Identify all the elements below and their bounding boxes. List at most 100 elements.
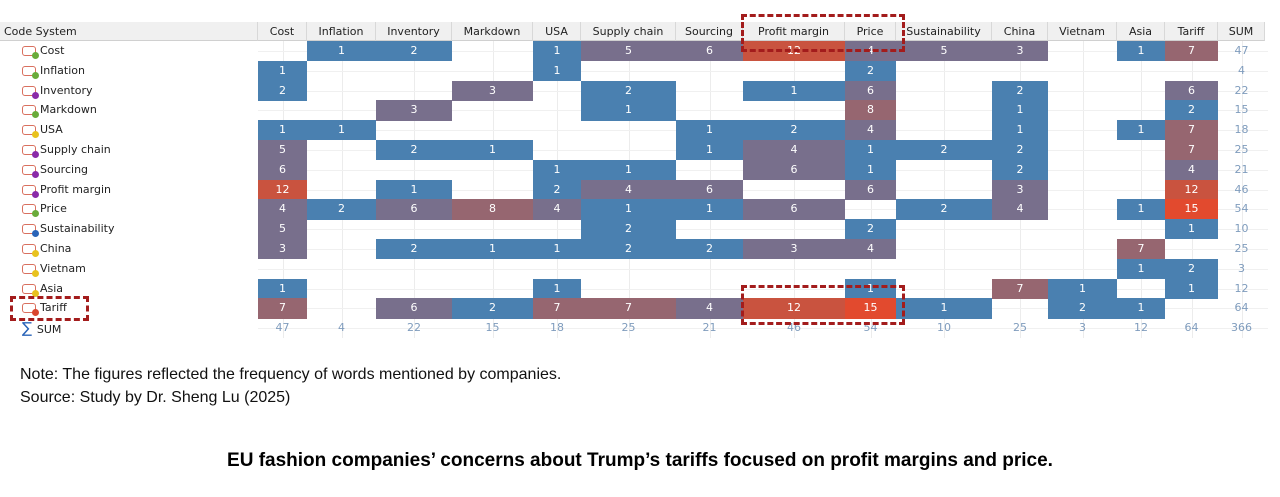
- row-label[interactable]: Price: [22, 199, 67, 219]
- heatmap-cell[interactable]: 6: [845, 179, 896, 200]
- heatmap-cell[interactable]: 1: [452, 239, 533, 260]
- heatmap-cell[interactable]: 1: [676, 140, 743, 161]
- heatmap-cell[interactable]: 7: [1165, 120, 1218, 141]
- row-label[interactable]: Markdown: [22, 100, 97, 120]
- row-label[interactable]: Sourcing: [22, 160, 88, 180]
- heatmap-cell[interactable]: 1: [307, 41, 376, 62]
- heatmap-cell[interactable]: 6: [258, 159, 307, 181]
- heatmap-cell[interactable]: 2: [896, 199, 992, 220]
- heatmap-cell[interactable]: 2: [992, 80, 1048, 101]
- heatmap-cell[interactable]: 1: [376, 179, 452, 200]
- heatmap-cell[interactable]: 2: [1165, 258, 1218, 280]
- heatmap-cell[interactable]: 1: [845, 140, 896, 161]
- heatmap-cell[interactable]: 8: [452, 199, 533, 220]
- heatmap-cell[interactable]: 1: [533, 239, 581, 260]
- row-label[interactable]: Tariff: [22, 298, 67, 318]
- heatmap-cell[interactable]: 6: [743, 159, 845, 181]
- heatmap-cell[interactable]: 7: [992, 278, 1048, 299]
- heatmap-cell[interactable]: 7: [1117, 239, 1165, 260]
- column-header[interactable]: China: [992, 22, 1048, 41]
- heatmap-cell[interactable]: 2: [307, 199, 376, 220]
- heatmap-cell[interactable]: 1: [581, 100, 676, 121]
- heatmap-cell[interactable]: 4: [581, 179, 676, 200]
- heatmap-cell[interactable]: 4: [845, 239, 896, 260]
- row-label[interactable]: Asia: [22, 279, 63, 299]
- heatmap-cell[interactable]: 2: [676, 239, 743, 260]
- heatmap-cell[interactable]: 15: [1165, 199, 1218, 220]
- heatmap-cell[interactable]: 6: [676, 179, 743, 200]
- heatmap-cell[interactable]: 15: [845, 298, 896, 319]
- row-label[interactable]: Inflation: [22, 61, 85, 81]
- heatmap-cell[interactable]: 3: [376, 100, 452, 121]
- heatmap-cell[interactable]: 5: [258, 140, 307, 161]
- column-header[interactable]: Inflation: [307, 22, 376, 41]
- row-label[interactable]: Vietnam: [22, 259, 86, 279]
- heatmap-cell[interactable]: 2: [376, 41, 452, 62]
- heatmap-cell[interactable]: 4: [992, 199, 1048, 220]
- heatmap-cell[interactable]: 1: [258, 60, 307, 82]
- heatmap-cell[interactable]: 7: [533, 298, 581, 319]
- heatmap-cell[interactable]: 4: [743, 140, 845, 161]
- heatmap-cell[interactable]: 1: [1048, 278, 1117, 299]
- heatmap-cell[interactable]: 7: [581, 298, 676, 319]
- column-header[interactable]: Supply chain: [581, 22, 676, 41]
- heatmap-cell[interactable]: 5: [581, 41, 676, 62]
- heatmap-cell[interactable]: 12: [258, 179, 307, 200]
- heatmap-cell[interactable]: 2: [1165, 100, 1218, 121]
- heatmap-cell[interactable]: 2: [581, 219, 676, 240]
- heatmap-cell[interactable]: 2: [896, 140, 992, 161]
- heatmap-cell[interactable]: 2: [992, 159, 1048, 181]
- heatmap-cell[interactable]: 2: [743, 120, 845, 141]
- row-label[interactable]: Cost: [22, 41, 64, 61]
- heatmap-cell[interactable]: 5: [258, 219, 307, 240]
- heatmap-cell[interactable]: 1: [307, 120, 376, 141]
- heatmap-cell[interactable]: 2: [1048, 298, 1117, 319]
- heatmap-cell[interactable]: 1: [896, 298, 992, 319]
- heatmap-cell[interactable]: 2: [376, 140, 452, 161]
- heatmap-cell[interactable]: 4: [533, 199, 581, 220]
- column-header[interactable]: Markdown: [452, 22, 533, 41]
- heatmap-cell[interactable]: 2: [845, 60, 896, 82]
- heatmap-cell[interactable]: 1: [581, 199, 676, 220]
- column-header[interactable]: Tariff: [1165, 22, 1218, 41]
- heatmap-cell[interactable]: 1: [992, 120, 1048, 141]
- heatmap-cell[interactable]: 2: [533, 179, 581, 200]
- row-label[interactable]: China: [22, 239, 71, 259]
- column-header[interactable]: Inventory: [376, 22, 452, 41]
- heatmap-cell[interactable]: 6: [743, 199, 845, 220]
- heatmap-cell[interactable]: 1: [533, 159, 581, 181]
- column-header[interactable]: Profit margin: [743, 22, 845, 41]
- heatmap-cell[interactable]: 1: [1165, 219, 1218, 240]
- heatmap-cell[interactable]: 1: [581, 159, 676, 181]
- column-header[interactable]: Sustainability: [896, 22, 992, 41]
- column-header[interactable]: Sourcing: [676, 22, 743, 41]
- heatmap-cell[interactable]: 6: [845, 80, 896, 101]
- heatmap-cell[interactable]: 12: [743, 298, 845, 319]
- heatmap-cell[interactable]: 2: [581, 239, 676, 260]
- heatmap-cell[interactable]: 3: [992, 179, 1048, 200]
- column-header[interactable]: Vietnam: [1048, 22, 1117, 41]
- heatmap-cell[interactable]: 1: [845, 159, 896, 181]
- heatmap-cell[interactable]: 1: [1117, 298, 1165, 319]
- row-label[interactable]: Profit margin: [22, 180, 111, 200]
- heatmap-cell[interactable]: 4: [258, 199, 307, 220]
- heatmap-cell[interactable]: 1: [1117, 258, 1165, 280]
- row-label[interactable]: Supply chain: [22, 140, 111, 160]
- row-label[interactable]: USA: [22, 120, 63, 140]
- heatmap-cell[interactable]: 1: [676, 120, 743, 141]
- heatmap-cell[interactable]: 1: [676, 199, 743, 220]
- heatmap-cell[interactable]: 6: [376, 298, 452, 319]
- heatmap-cell[interactable]: 12: [1165, 179, 1218, 200]
- heatmap-cell[interactable]: 2: [258, 80, 307, 101]
- heatmap-cell[interactable]: 1: [533, 60, 581, 82]
- column-header[interactable]: USA: [533, 22, 581, 41]
- heatmap-cell[interactable]: 4: [845, 120, 896, 141]
- heatmap-cell[interactable]: 1: [533, 41, 581, 62]
- heatmap-cell[interactable]: 1: [845, 278, 896, 299]
- heatmap-cell[interactable]: 7: [258, 298, 307, 319]
- heatmap-cell[interactable]: 1: [992, 100, 1048, 121]
- heatmap-cell[interactable]: 4: [676, 298, 743, 319]
- row-label[interactable]: Inventory: [22, 81, 93, 101]
- heatmap-cell[interactable]: 1: [533, 278, 581, 299]
- column-header[interactable]: Asia: [1117, 22, 1165, 41]
